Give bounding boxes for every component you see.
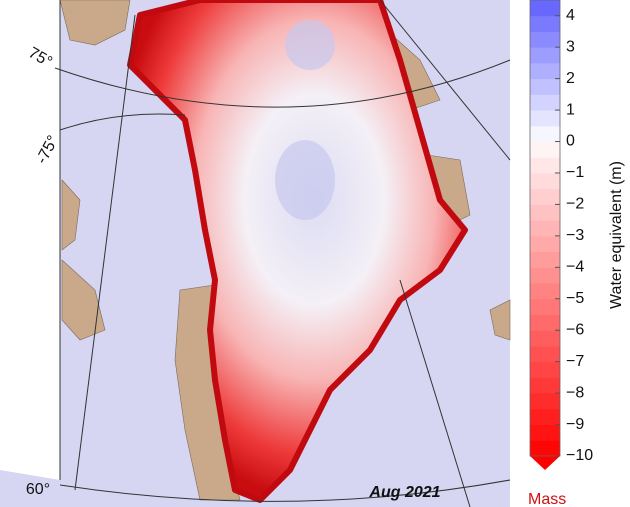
- colorbar-band: [530, 220, 560, 237]
- colorbar-band: [530, 377, 560, 394]
- colorbar-tick-label: −1: [566, 164, 584, 181]
- colorbar-band: [530, 440, 560, 457]
- colorbar-tick-label: 4: [566, 7, 575, 24]
- colorbar-band: [530, 62, 560, 80]
- colorbar-band: [530, 235, 560, 253]
- colorbar-band: [530, 393, 560, 410]
- date-label: Aug 2021: [368, 484, 440, 501]
- colorbar-tick-label: −8: [566, 384, 584, 401]
- colorbar-tick-label: −9: [566, 416, 584, 433]
- colorbar-band: [530, 424, 560, 441]
- colorbar-band: [530, 345, 560, 363]
- colorbar-band: [530, 314, 560, 331]
- colorbar-band: [530, 172, 560, 190]
- colorbar-band: [530, 361, 560, 378]
- colorbar-band: [530, 94, 560, 111]
- colorbar-extension: [530, 456, 560, 470]
- greenland-ice: [127, 0, 468, 503]
- colorbar-band: [530, 110, 560, 127]
- colorbar-tick-label: −7: [566, 353, 584, 370]
- ice-gain-area: [275, 140, 335, 220]
- colorbar-tick-label: −3: [566, 227, 584, 244]
- colorbar: 4 3 2 1 0 −1 −2 −3 −4 −5 −6 −7 −8 −9 −10: [529, 0, 593, 470]
- colorbar-band: [530, 204, 560, 221]
- colorbar-tick-label: 3: [566, 38, 575, 55]
- latitude-label: 75°: [25, 44, 54, 71]
- colorbar-tick-label: −4: [566, 259, 584, 276]
- colorbar-tick-label: 1: [566, 101, 575, 118]
- colorbar-tick-label: −6: [566, 321, 584, 338]
- colorbar-band: [530, 157, 560, 174]
- colorbar-band: [530, 31, 560, 48]
- colorbar-band: [530, 15, 560, 32]
- colorbar-band: [530, 251, 560, 268]
- footer-label: Mass: [528, 491, 566, 507]
- colorbar-tick-label: 0: [566, 133, 575, 150]
- colorbar-band: [530, 267, 560, 284]
- colorbar-band: [530, 408, 560, 426]
- colorbar-tick-label: −10: [566, 447, 593, 464]
- colorbar-tick-label: −2: [566, 196, 584, 213]
- colorbar-band: [530, 0, 560, 17]
- colorbar-band: [530, 78, 560, 95]
- colorbar-band: [530, 188, 560, 205]
- colorbar-band: [530, 283, 560, 300]
- colorbar-band: [530, 47, 560, 64]
- colorbar-tick-label: −5: [566, 290, 584, 307]
- colorbar-band: [530, 141, 560, 158]
- colorbar-band: [530, 330, 560, 347]
- colorbar-frame: [529, 0, 561, 457]
- graticule: [54, 0, 511, 507]
- colorbar-label: Water equivalent (m): [608, 161, 625, 309]
- ice-gain-area: [285, 20, 335, 70]
- latitude-label: 60°: [26, 481, 50, 498]
- colorbar-band: [530, 298, 560, 315]
- colorbar-band: [530, 125, 560, 143]
- latitude-label: -75°: [33, 133, 62, 167]
- colorbar-tick-label: 2: [566, 70, 575, 87]
